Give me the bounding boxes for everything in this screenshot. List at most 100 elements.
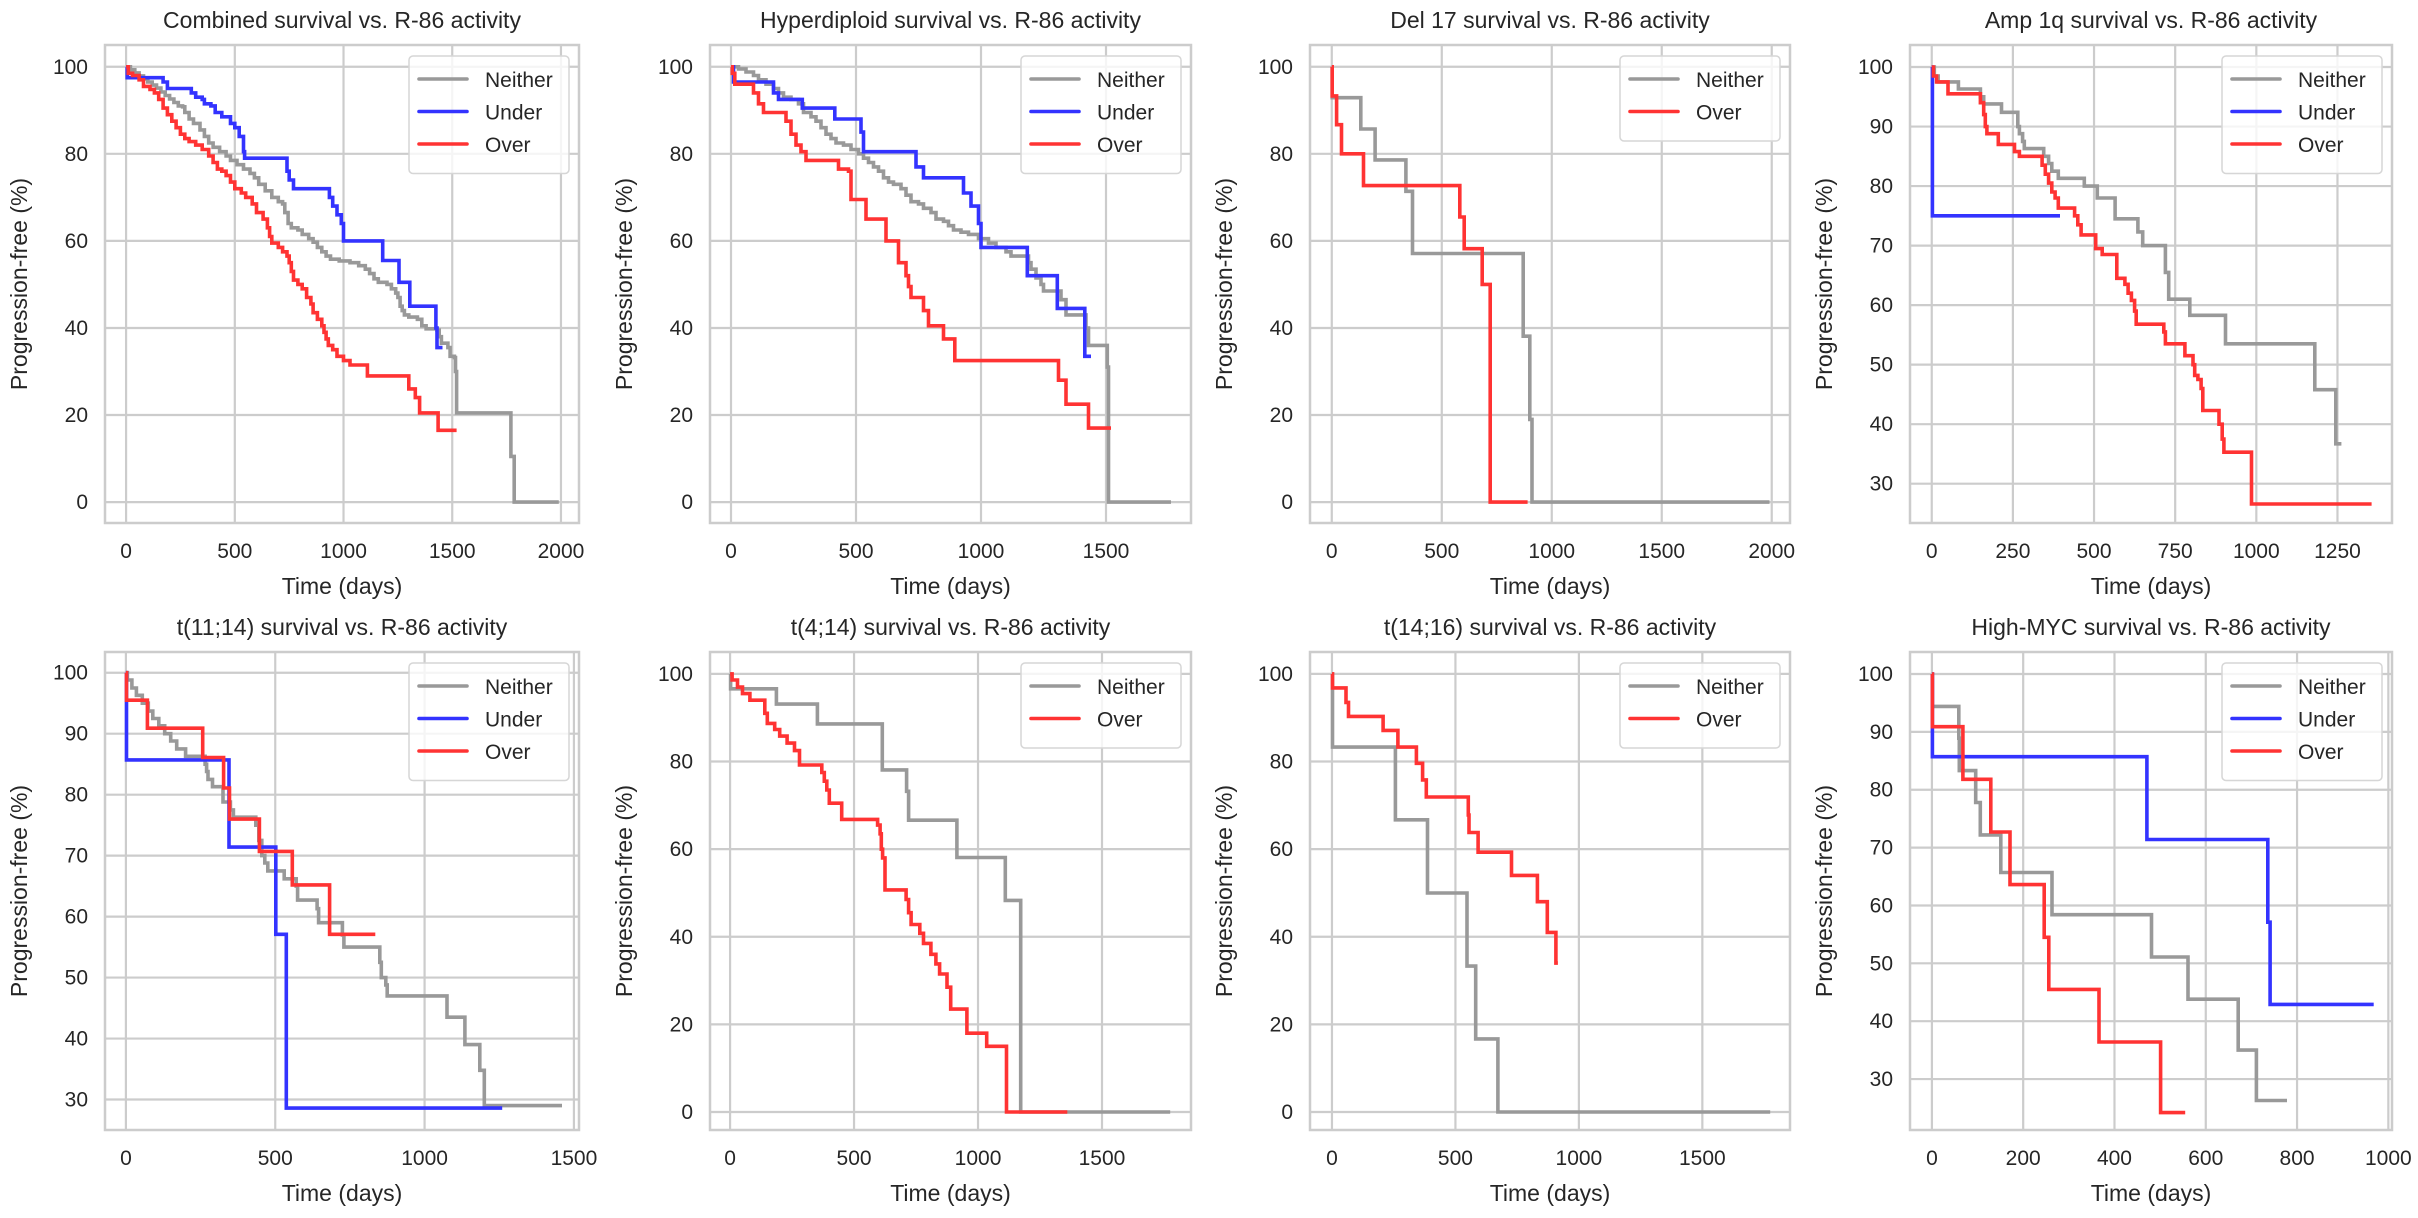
- y-axis-label: Progression-free (%): [6, 785, 32, 997]
- legend-label: Neither: [1696, 676, 1764, 699]
- y-tick-label: 60: [670, 230, 693, 253]
- plot-frame: [708, 43, 1193, 525]
- x-tick-label: 500: [258, 1147, 293, 1170]
- y-tick-label: 0: [1281, 491, 1293, 514]
- x-tick-label: 250: [1995, 540, 2030, 563]
- y-tick-label: 60: [65, 230, 88, 253]
- chart-title: t(11;14) survival vs. R-86 activity: [177, 614, 508, 640]
- legend: Neither Under Over: [408, 55, 570, 175]
- panel-8: High-MYC survival vs. R-86 activity 0 200 4…: [1811, 614, 2412, 1206]
- x-tick-label: 0: [1326, 540, 1338, 563]
- y-tick-label: 60: [1270, 230, 1293, 253]
- y-tick-label: 20: [65, 404, 88, 427]
- series-line-neither: [126, 65, 559, 504]
- x-tick-label: 1000: [2233, 540, 2280, 563]
- y-tick-label: 40: [65, 317, 88, 340]
- legend-label: Neither: [485, 676, 553, 699]
- panel-7: t(14;16) survival vs. R-86 activity 0 500 1…: [1211, 614, 1792, 1206]
- legend: Neither Over: [1619, 662, 1781, 749]
- y-tick-label: 80: [1870, 175, 1893, 198]
- y-tick-label: 60: [1870, 294, 1893, 317]
- y-tick-label: 40: [670, 926, 693, 949]
- legend-label: Over: [485, 741, 531, 764]
- x-tick-label: 1500: [429, 540, 476, 563]
- y-tick-label: 70: [1870, 235, 1893, 258]
- y-tick-label: 40: [1870, 1010, 1893, 1033]
- panel-3: Del 17 survival vs. R-86 activity 0 500 100…: [1211, 7, 1795, 599]
- legend-label: Neither: [1097, 69, 1165, 92]
- series-line-under: [1930, 65, 2060, 218]
- legend-label: Under: [485, 102, 542, 125]
- y-tick-label: 40: [65, 1028, 88, 1051]
- y-tick-label: 60: [1270, 838, 1293, 861]
- x-tick-label: 0: [1326, 1147, 1338, 1170]
- x-tick-label: 2000: [538, 540, 585, 563]
- x-tick-label: 200: [2006, 1147, 2041, 1170]
- series-line-over: [1931, 65, 2372, 506]
- x-tick-label: 1500: [1079, 1147, 1126, 1170]
- y-axis-label: Progression-free (%): [1811, 785, 1837, 997]
- y-tick-label: 80: [65, 143, 88, 166]
- series-line-under: [124, 670, 503, 1110]
- legend-label: Over: [2298, 134, 2344, 157]
- y-tick-label: 80: [1870, 779, 1893, 802]
- series-line-under: [1930, 672, 2374, 1007]
- x-tick-label: 1000: [2365, 1147, 2412, 1170]
- chart-title: Combined survival vs. R-86 activity: [163, 7, 521, 33]
- y-axis-label: Progression-free (%): [611, 785, 637, 997]
- y-tick-label: 80: [670, 143, 693, 166]
- y-axis-label: Progression-free (%): [611, 178, 637, 390]
- y-tick-label: 0: [76, 491, 88, 514]
- y-tick-label: 50: [1870, 354, 1893, 377]
- legend-label: Under: [2298, 102, 2355, 125]
- series-line-over: [730, 65, 1111, 430]
- legend-label: Over: [485, 134, 531, 157]
- y-tick-label: 90: [65, 723, 88, 746]
- y-tick-label: 50: [65, 967, 88, 990]
- legend-label: Neither: [2298, 69, 2366, 92]
- y-tick-label: 40: [670, 317, 693, 340]
- chart-title: t(14;16) survival vs. R-86 activity: [1384, 614, 1717, 640]
- series-line-under: [125, 65, 443, 350]
- legend-label: Over: [1696, 102, 1742, 125]
- y-tick-label: 20: [670, 1013, 693, 1036]
- y-tick-label: 30: [1870, 1068, 1893, 1091]
- y-tick-label: 0: [1281, 1101, 1293, 1124]
- x-tick-label: 500: [837, 1147, 872, 1170]
- series-line-neither: [728, 672, 1171, 1114]
- legend-label: Under: [1097, 102, 1154, 125]
- x-tick-label: 500: [217, 540, 252, 563]
- chart-title: Hyperdiploid survival vs. R-86 activity: [760, 7, 1141, 33]
- x-tick-label: 1000: [958, 540, 1005, 563]
- y-tick-label: 20: [1270, 1013, 1293, 1036]
- x-tick-label: 1500: [1679, 1147, 1726, 1170]
- y-tick-label: 100: [1858, 663, 1893, 686]
- y-tick-label: 90: [1870, 721, 1893, 744]
- y-tick-label: 60: [1870, 894, 1893, 917]
- y-tick-label: 50: [1870, 952, 1893, 975]
- x-tick-label: 600: [2188, 1147, 2223, 1170]
- y-tick-label: 80: [1270, 751, 1293, 774]
- plot-frame: [1908, 43, 2394, 525]
- y-tick-label: 100: [1858, 56, 1893, 79]
- y-tick-label: 100: [53, 662, 88, 685]
- legend-label: Neither: [1696, 69, 1764, 92]
- plot-frame: [1908, 650, 2394, 1132]
- chart-title: Del 17 survival vs. R-86 activity: [1390, 7, 1710, 33]
- plot-frame: [103, 650, 581, 1132]
- legend: Neither Under Over: [1020, 55, 1182, 175]
- y-tick-label: 40: [1870, 413, 1893, 436]
- x-tick-label: 1000: [1556, 1147, 1603, 1170]
- x-axis-label: Time (days): [282, 1180, 403, 1206]
- series-line-neither: [1330, 672, 1771, 1114]
- x-tick-label: 500: [838, 540, 873, 563]
- legend-label: Under: [2298, 709, 2355, 732]
- legend-label: Over: [1097, 709, 1143, 732]
- x-tick-label: 0: [724, 1147, 736, 1170]
- y-tick-label: 0: [681, 491, 693, 514]
- legend: Neither Under Over: [2221, 55, 2383, 175]
- legend-label: Under: [485, 709, 542, 732]
- x-axis-label: Time (days): [2091, 573, 2212, 599]
- legend-label: Neither: [2298, 676, 2366, 699]
